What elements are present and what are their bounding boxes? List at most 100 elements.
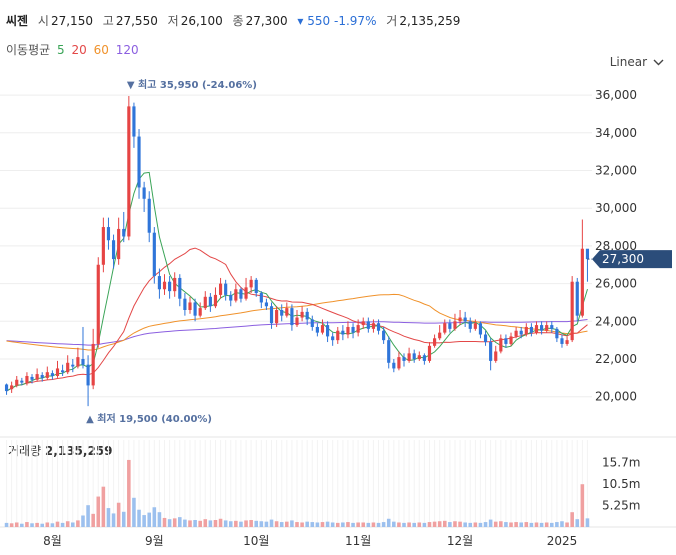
candle-body xyxy=(244,287,248,299)
scale-select[interactable]: Linear xyxy=(610,55,664,69)
candle-body xyxy=(325,325,330,337)
candle-body xyxy=(213,294,218,307)
volume-bar xyxy=(188,520,192,527)
candle-body xyxy=(254,279,258,294)
candle-body xyxy=(178,277,182,299)
volume-bar xyxy=(81,515,85,527)
volume-bar xyxy=(524,522,529,527)
volume-bar xyxy=(76,520,80,527)
candle-body xyxy=(514,330,518,337)
candle-body xyxy=(504,338,508,344)
volume-bar xyxy=(25,522,29,527)
ma-5-label: 5 xyxy=(57,43,65,57)
candle-body xyxy=(117,228,121,260)
volume-bar xyxy=(279,522,284,527)
candle-body xyxy=(545,325,549,331)
candle-body xyxy=(483,334,488,343)
volume-bar xyxy=(147,512,152,527)
volume-bar xyxy=(295,522,299,527)
scale-select-value: Linear xyxy=(609,55,647,69)
volume-bar xyxy=(397,522,401,527)
candle-body xyxy=(550,325,554,329)
volume-bar xyxy=(392,521,396,527)
volume-tick-label: 15.7m xyxy=(602,455,640,469)
candle-body xyxy=(259,293,263,303)
volume-bar xyxy=(504,522,508,527)
volume-bar xyxy=(422,522,427,527)
candle-body xyxy=(331,336,335,341)
candle-body xyxy=(127,106,131,237)
volume-bar xyxy=(361,522,366,527)
change-percent: -1.97% xyxy=(334,14,377,28)
volume-bar xyxy=(203,519,208,527)
volume-bar xyxy=(285,521,289,527)
volume-bar xyxy=(20,523,24,527)
ma-120-label: 120 xyxy=(115,43,139,57)
x-tick-label: 9월 xyxy=(145,534,164,548)
stock-name: 씨젠 xyxy=(6,14,29,28)
volume-bar xyxy=(493,521,498,527)
candle-body xyxy=(295,317,299,326)
candle-body xyxy=(76,357,80,367)
candle-body xyxy=(269,306,274,324)
volume-bar xyxy=(442,520,447,527)
volume-bar xyxy=(412,522,416,527)
candle-body xyxy=(142,187,146,199)
volume-bar xyxy=(555,522,559,527)
candle-body xyxy=(137,136,141,188)
volume-bar xyxy=(218,518,223,527)
candle-body xyxy=(570,281,574,341)
volume-bar xyxy=(371,522,376,527)
volume-bar xyxy=(499,521,503,527)
volume-bar xyxy=(208,520,213,527)
high-annotation: ▼ 최고 35,950 (-24.06%) xyxy=(127,78,257,91)
candle-body xyxy=(478,323,483,335)
volume-bar xyxy=(239,521,243,527)
volume-bar xyxy=(544,522,549,527)
close-label: 종 xyxy=(232,14,244,28)
volume-bar xyxy=(152,507,157,527)
volume-bar xyxy=(198,520,202,527)
volume-bar xyxy=(157,512,162,527)
candle-body xyxy=(509,336,513,344)
candle-body xyxy=(417,355,421,360)
candle-body xyxy=(30,376,34,380)
y-tick-label: 36,000 xyxy=(595,88,637,102)
candle-body xyxy=(402,357,406,361)
volume-bar xyxy=(254,520,259,527)
open-label: 시 xyxy=(37,14,49,28)
y-tick-label: 28,000 xyxy=(595,239,637,253)
volume-bar xyxy=(560,521,564,527)
volume-bar xyxy=(213,520,218,527)
volume-bar xyxy=(234,520,238,527)
candle-body xyxy=(91,343,95,386)
volume-bar xyxy=(121,511,126,527)
volume-bar xyxy=(111,513,116,527)
candle-body xyxy=(173,277,177,292)
candle-body xyxy=(86,364,90,386)
volume-bar xyxy=(9,523,14,527)
candle-body xyxy=(438,332,442,339)
volume-bar xyxy=(585,518,590,527)
volume-bar xyxy=(264,521,269,527)
candle-body xyxy=(433,338,437,346)
x-tick-label: 11월 xyxy=(345,534,371,548)
volume-bar xyxy=(468,522,473,527)
candle-body xyxy=(300,311,304,318)
y-tick-label: 22,000 xyxy=(595,352,637,366)
volume-tick-label: 10.5m xyxy=(602,477,640,491)
volume-bar xyxy=(549,522,554,527)
volume-bar xyxy=(402,522,406,527)
candle-body xyxy=(336,330,340,341)
volume-bar xyxy=(432,521,437,527)
volume-bar xyxy=(244,520,248,527)
volume-bar xyxy=(40,523,45,527)
last-price-badge xyxy=(592,250,672,269)
candle-body xyxy=(162,281,167,290)
volume-bar xyxy=(514,522,518,527)
volume-bar xyxy=(575,519,580,527)
volume-bar xyxy=(458,521,462,527)
volume-bar xyxy=(65,521,70,527)
volume-bar xyxy=(310,522,315,527)
